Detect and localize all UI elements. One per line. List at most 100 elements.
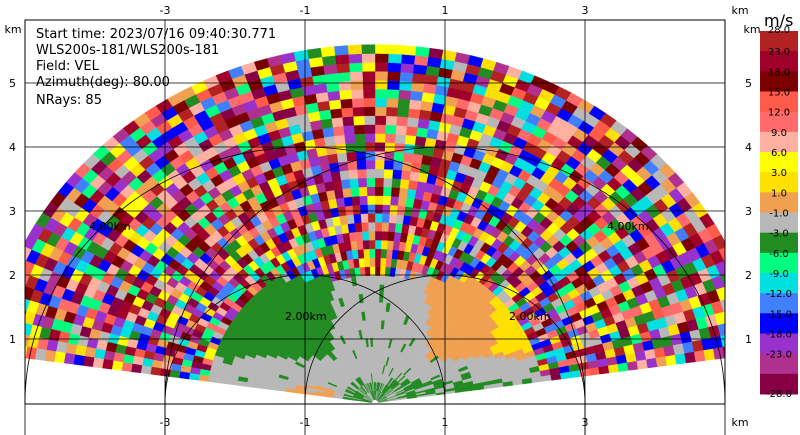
velocity-cell bbox=[377, 310, 383, 321]
velocity-cell bbox=[746, 316, 759, 330]
velocity-cell bbox=[366, 195, 376, 205]
colorbar: 28.0 23.0 18.0 15.0 12.0 9.0 6.0 3.0 1.0 -1.0 -3.0… bbox=[760, 25, 798, 400]
velocity-cell bbox=[737, 318, 749, 332]
velocity-cell bbox=[353, 213, 362, 224]
velocity-cell bbox=[341, 116, 355, 127]
velocity-cell bbox=[693, 349, 706, 363]
velocity-cell bbox=[323, 135, 336, 147]
velocity-cell bbox=[395, 124, 408, 136]
colorbar-label: 9.0 bbox=[771, 128, 787, 139]
velocity-cell bbox=[374, 159, 385, 170]
velocity-cell bbox=[380, 230, 389, 241]
velocity-cell bbox=[374, 248, 382, 259]
velocity-cell bbox=[379, 275, 385, 285]
velocity-cell bbox=[359, 204, 369, 215]
velocity-cell bbox=[636, 359, 649, 370]
velocity-cell bbox=[362, 248, 370, 259]
velocity-cell bbox=[8, 295, 21, 309]
velocity-cell bbox=[25, 246, 32, 262]
velocity-cell bbox=[374, 168, 385, 179]
velocity-cell bbox=[387, 53, 402, 64]
range-ring bbox=[304, 274, 586, 435]
info-start-time: Start time: 2023/07/16 09:40:30.771 bbox=[36, 27, 276, 42]
velocity-field bbox=[8, 44, 759, 403]
velocity-cell bbox=[365, 168, 376, 179]
velocity-cell bbox=[374, 221, 383, 232]
velocity-cell bbox=[380, 239, 388, 250]
velocity-cell bbox=[387, 222, 396, 233]
colorbar-swatch bbox=[760, 51, 798, 72]
velocity-cell bbox=[358, 186, 368, 197]
velocity-cell bbox=[368, 230, 376, 241]
colorbar-label: 1.0 bbox=[771, 188, 787, 199]
velocity-cell bbox=[25, 322, 33, 337]
velocity-cell bbox=[365, 275, 371, 285]
y-tick-label-left: 3 bbox=[9, 205, 16, 218]
x-tick-label-bottom: 1 bbox=[442, 416, 449, 429]
velocity-cell bbox=[342, 124, 355, 136]
velocity-cell bbox=[374, 266, 381, 276]
velocity-cell bbox=[395, 214, 405, 225]
velocity-cell bbox=[350, 186, 360, 197]
velocity-cell bbox=[321, 126, 335, 138]
velocity-cell bbox=[44, 349, 57, 363]
velocity-cell bbox=[347, 44, 362, 55]
velocity-cell bbox=[387, 62, 402, 73]
velocity-cell bbox=[374, 346, 378, 356]
velocity-cell bbox=[354, 133, 366, 144]
velocity-cell bbox=[347, 169, 359, 180]
velocity-cell bbox=[399, 178, 410, 190]
velocity-cell bbox=[351, 195, 361, 206]
velocity-cell bbox=[391, 178, 401, 189]
velocity-cell bbox=[394, 222, 403, 234]
velocity-cell bbox=[367, 213, 376, 223]
velocity-cell bbox=[320, 118, 333, 130]
velocity-cell bbox=[722, 346, 725, 359]
y-tick-label-right: 1 bbox=[745, 333, 752, 346]
velocity-cell bbox=[367, 204, 376, 214]
colorbar-swatch bbox=[760, 71, 798, 92]
velocity-cell bbox=[25, 334, 30, 348]
colorbar-swatch bbox=[760, 31, 798, 52]
velocity-cell bbox=[25, 298, 31, 312]
info-field: Field: VEL bbox=[36, 59, 100, 74]
velocity-cell bbox=[404, 197, 415, 208]
info-block: Start time: 2023/07/16 09:40:30.771 WLS2… bbox=[36, 27, 276, 108]
velocity-cell bbox=[413, 144, 425, 156]
velocity-cell bbox=[415, 126, 429, 138]
colorbar-swatch bbox=[760, 192, 798, 213]
velocity-cell bbox=[374, 292, 380, 303]
velocity-cell bbox=[367, 221, 376, 232]
colorbar-swatch bbox=[760, 333, 798, 355]
colorbar-label: 18.0 bbox=[768, 67, 790, 78]
colorbar-swatch bbox=[760, 293, 798, 314]
velocity-cell bbox=[350, 88, 364, 99]
velocity-cell bbox=[122, 354, 135, 365]
velocity-cell bbox=[374, 186, 384, 196]
y-tick-label-right: 4 bbox=[745, 141, 752, 154]
velocity-cell bbox=[413, 55, 429, 66]
velocity-cell bbox=[378, 301, 383, 312]
velocity-cell bbox=[364, 266, 371, 277]
colorbar-swatch bbox=[760, 212, 798, 234]
velocity-cell bbox=[374, 355, 378, 365]
velocity-cell bbox=[392, 160, 404, 171]
velocity-cell bbox=[732, 344, 744, 357]
velocity-cell bbox=[411, 72, 426, 84]
velocity-cell bbox=[25, 234, 38, 251]
info-instrument: WLS200s-181/WLS200s-181 bbox=[36, 43, 219, 58]
colorbar-label: -18.0 bbox=[766, 330, 792, 341]
velocity-cell bbox=[717, 322, 725, 337]
velocity-cell bbox=[326, 90, 341, 102]
velocity-cell bbox=[384, 133, 396, 144]
velocity-cell bbox=[25, 311, 27, 317]
velocity-cell bbox=[414, 135, 427, 147]
velocity-cell bbox=[328, 99, 342, 110]
velocity-cell bbox=[374, 230, 382, 241]
velocity-cell bbox=[92, 357, 104, 369]
velocity-cell bbox=[665, 354, 677, 366]
y-tick-label-left: 5 bbox=[9, 77, 16, 90]
velocity-cell bbox=[357, 177, 367, 188]
velocity-cell bbox=[385, 248, 393, 259]
velocity-cell bbox=[377, 328, 381, 339]
